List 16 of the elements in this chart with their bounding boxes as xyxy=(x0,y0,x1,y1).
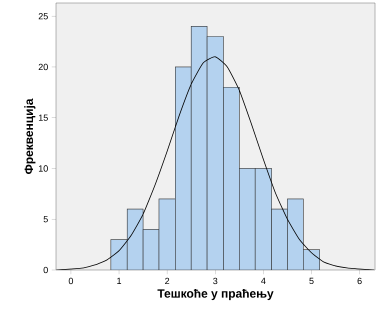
x-tick-label: 0 xyxy=(68,278,74,284)
y-tick-label: 0 xyxy=(44,266,48,274)
y-tick-label: 15 xyxy=(38,114,48,121)
y-tick-label: 5 xyxy=(44,216,48,222)
x-tick-label: 5 xyxy=(309,278,314,284)
y-tick-label: 20 xyxy=(38,64,48,70)
x-tick-label: 2 xyxy=(165,278,170,284)
x-axis-title: Тешкоће у праћењу xyxy=(157,288,274,300)
y-axis-title: Фреквенција xyxy=(24,98,36,174)
y-tick-label: 10 xyxy=(38,165,48,172)
x-tick-label: 4 xyxy=(261,278,266,284)
x-tick-label: 6 xyxy=(358,278,362,284)
y-tick-label: 25 xyxy=(38,13,48,20)
line-series xyxy=(56,56,374,270)
x-tick-label: 3 xyxy=(213,278,218,284)
x-tick-label: 1 xyxy=(117,278,122,284)
